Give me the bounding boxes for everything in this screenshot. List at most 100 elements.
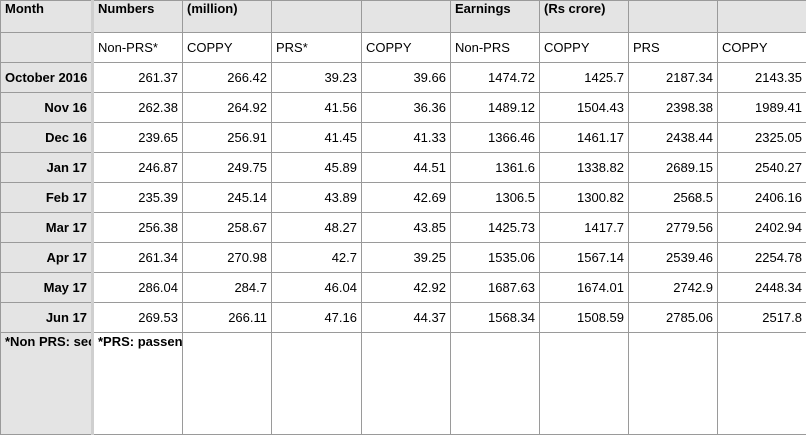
value-cell: 261.34 [91, 242, 183, 273]
value-cell: 2785.06 [628, 302, 718, 333]
value-cell: 2398.38 [628, 92, 718, 123]
value-cell: 1300.82 [539, 182, 629, 213]
table-row: Apr 17 261.34 270.98 42.7 39.25 1535.06 1567.1… [0, 242, 806, 273]
value-cell: 1366.46 [450, 122, 540, 153]
value-cell: 2742.9 [628, 272, 718, 303]
value-cell: 41.56 [271, 92, 362, 123]
header-numbers: Numbers [91, 0, 183, 33]
value-cell: 2402.94 [717, 212, 806, 243]
value-cell: 1338.82 [539, 152, 629, 183]
value-cell: 235.39 [91, 182, 183, 213]
value-cell: 1535.06 [450, 242, 540, 273]
subheader-cell: PRS [628, 32, 718, 63]
value-cell: 1687.63 [450, 272, 540, 303]
value-cell: 1474.72 [450, 62, 540, 93]
value-cell: 1417.7 [539, 212, 629, 243]
value-cell: 262.38 [91, 92, 183, 123]
subheader-cell: PRS* [271, 32, 362, 63]
header-blank [271, 0, 362, 33]
value-cell: 266.11 [182, 302, 272, 333]
value-cell: 2448.34 [717, 272, 806, 303]
value-cell: 256.38 [91, 212, 183, 243]
note-prs: *PRS: passengers with reservations [91, 332, 183, 435]
value-cell: 2254.78 [717, 242, 806, 273]
note-blank [539, 332, 629, 435]
subheader-cell: Non-PRS* [91, 32, 183, 63]
value-cell: 2540.27 [717, 152, 806, 183]
value-cell: 42.92 [361, 272, 451, 303]
note-blank [717, 332, 806, 435]
value-cell: 239.65 [91, 122, 183, 153]
value-cell: 41.33 [361, 122, 451, 153]
month-cell: Jan 17 [0, 152, 93, 183]
value-cell: 41.45 [271, 122, 362, 153]
value-cell: 47.16 [271, 302, 362, 333]
table-row: Jun 17 269.53 266.11 47.16 44.37 1568.34 1508.… [0, 302, 806, 333]
value-cell: 44.51 [361, 152, 451, 183]
value-cell: 1567.14 [539, 242, 629, 273]
value-cell: 1361.6 [450, 152, 540, 183]
subheader-cell: COPPY [361, 32, 451, 63]
value-cell: 2187.34 [628, 62, 718, 93]
note-blank [271, 332, 362, 435]
value-cell: 42.69 [361, 182, 451, 213]
note-blank [182, 332, 272, 435]
value-cell: 2438.44 [628, 122, 718, 153]
month-cell: Apr 17 [0, 242, 93, 273]
header-million: (million) [182, 0, 272, 33]
month-cell: May 17 [0, 272, 93, 303]
subheader-cell: Non-PRS [450, 32, 540, 63]
subheader-blank [0, 32, 93, 63]
table-row: Dec 16 239.65 256.91 41.45 41.33 1366.46 1461.… [0, 122, 806, 153]
note-non-prs: *Non PRS: second class and unreserved tr… [0, 332, 93, 435]
value-cell: 261.37 [91, 62, 183, 93]
value-cell: 1989.41 [717, 92, 806, 123]
value-cell: 264.92 [182, 92, 272, 123]
value-cell: 286.04 [91, 272, 183, 303]
value-cell: 258.67 [182, 212, 272, 243]
value-cell: 2406.16 [717, 182, 806, 213]
value-cell: 2143.35 [717, 62, 806, 93]
subheader-cell: COPPY [539, 32, 629, 63]
subheader-cell: COPPY [717, 32, 806, 63]
month-cell: Mar 17 [0, 212, 93, 243]
subheader-cell: COPPY [182, 32, 272, 63]
value-cell: 270.98 [182, 242, 272, 273]
month-cell: Nov 16 [0, 92, 93, 123]
value-cell: 246.87 [91, 152, 183, 183]
note-blank [361, 332, 451, 435]
header-month: Month [0, 0, 93, 33]
value-cell: 1674.01 [539, 272, 629, 303]
value-cell: 2539.46 [628, 242, 718, 273]
value-cell: 44.37 [361, 302, 451, 333]
header-rs-crore: (Rs crore) [539, 0, 629, 33]
value-cell: 42.7 [271, 242, 362, 273]
table-row: Jan 17 246.87 249.75 45.89 44.51 1361.6 1338.8… [0, 152, 806, 183]
value-cell: 48.27 [271, 212, 362, 243]
value-cell: 256.91 [182, 122, 272, 153]
value-cell: 266.42 [182, 62, 272, 93]
table-row: October 2016 261.37 266.42 39.23 39.66 1474.7… [0, 62, 806, 93]
value-cell: 43.85 [361, 212, 451, 243]
value-cell: 249.75 [182, 152, 272, 183]
value-cell: 1461.17 [539, 122, 629, 153]
header-blank [717, 0, 806, 33]
subheader-row: Non-PRS* COPPY PRS* COPPY Non-PRS COPPY … [0, 32, 806, 63]
value-cell: 1425.73 [450, 212, 540, 243]
value-cell: 1306.5 [450, 182, 540, 213]
note-blank [628, 332, 718, 435]
value-cell: 269.53 [91, 302, 183, 333]
value-cell: 43.89 [271, 182, 362, 213]
value-cell: 1568.34 [450, 302, 540, 333]
value-cell: 245.14 [182, 182, 272, 213]
value-cell: 2568.5 [628, 182, 718, 213]
value-cell: 1504.43 [539, 92, 629, 123]
value-cell: 2689.15 [628, 152, 718, 183]
value-cell: 39.23 [271, 62, 362, 93]
value-cell: 2779.56 [628, 212, 718, 243]
value-cell: 36.36 [361, 92, 451, 123]
header-blank [628, 0, 718, 33]
value-cell: 1425.7 [539, 62, 629, 93]
value-cell: 2517.8 [717, 302, 806, 333]
